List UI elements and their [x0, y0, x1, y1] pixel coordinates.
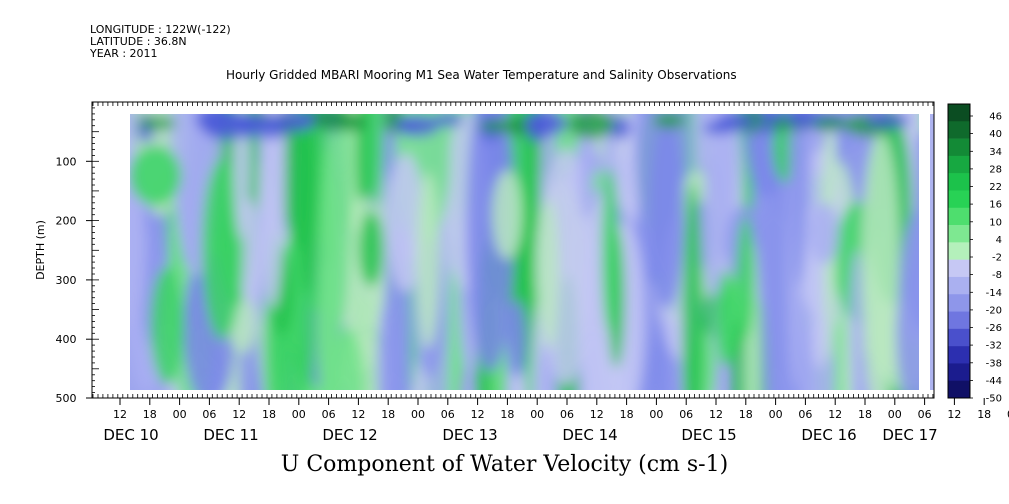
hour-tick-label: 12: [709, 408, 723, 421]
colorbar-swatch: [948, 346, 970, 364]
y-tick-label: 100: [56, 155, 77, 168]
colorbar-label: -8: [992, 270, 1002, 281]
y-axis-title: DEPTH (m): [34, 220, 47, 280]
colorbar-label: -26: [986, 323, 1002, 334]
heatmap-blobs: [130, 114, 932, 390]
hour-tick-label: 18: [620, 408, 634, 421]
colorbar-label: -2: [992, 253, 1002, 264]
hour-tick-label: 00: [173, 408, 187, 421]
colorbar-label: -50: [986, 394, 1002, 405]
missing-data-column: [919, 114, 932, 390]
x-axis-top-ticks: [92, 102, 934, 106]
date-label: DEC 14: [562, 426, 617, 444]
y-tick-label: 300: [56, 274, 77, 287]
colorbar-swatch: [948, 155, 970, 174]
colorbar: 46 40 34 28 22 16 10 4 -2 -8 -14 -20 -26 -32 -38 -44 -50: [947, 103, 1002, 405]
hour-tick-label: 12: [828, 408, 842, 421]
colorbar-label: -32: [986, 341, 1002, 352]
colorbar-swatch: [948, 363, 970, 381]
hour-tick-label: 18: [262, 408, 276, 421]
hour-tick-label: 00: [530, 408, 544, 421]
hour-tick-label: 18: [739, 408, 753, 421]
date-label: DEC 15: [681, 426, 736, 444]
hour-tick-label: 00: [888, 408, 902, 421]
hour-tick-label: 18: [858, 408, 872, 421]
date-label: DEC 17: [882, 426, 937, 444]
hour-tick-label: 18: [977, 408, 991, 421]
hour-tick-label: 06: [322, 408, 336, 421]
colorbar-label: -20: [986, 305, 1002, 316]
y-tick-label: 500: [56, 392, 77, 405]
hour-tick-label: 06: [679, 408, 693, 421]
heatmap-field: [130, 114, 934, 390]
hour-tick-label: 12: [351, 408, 365, 421]
colorbar-label: -38: [986, 358, 1002, 369]
colorbar-swatch: [948, 104, 970, 122]
hour-tick-label: 12: [232, 408, 246, 421]
colorbar-label: -14: [986, 288, 1002, 299]
date-label: DEC 12: [322, 426, 377, 444]
colorbar-label: 22: [989, 182, 1002, 193]
hour-tick-label: 18: [143, 408, 157, 421]
date-label: DEC 13: [442, 426, 497, 444]
colorbar-swatch: [948, 259, 970, 278]
colorbar-swatch: [948, 190, 970, 209]
colorbar-frame: [947, 103, 971, 399]
colorbar-swatch: [948, 138, 970, 157]
colorbar-swatch: [948, 207, 970, 226]
colorbar-swatch: [948, 173, 970, 191]
colorbar-swatch: [948, 225, 970, 243]
colorbar-swatch: [948, 242, 970, 260]
colorbar-label: 46: [989, 112, 1002, 123]
hour-tick-label: 00: [649, 408, 663, 421]
hour-tick-label: 12: [113, 408, 127, 421]
x-axis-title: U Component of Water Velocity (cm s-1): [280, 452, 729, 477]
x-axis-labels: 12 18 00 06 12 18 00 06 12 18 00 06 12 18 00 06 12 18 00 06…: [103, 398, 1009, 444]
date-label: DEC 16: [801, 426, 856, 444]
y-axis: 100 200 300 400 500: [56, 101, 99, 405]
colorbar-label: 10: [989, 217, 1002, 228]
hour-tick-label: 00: [292, 408, 306, 421]
hour-tick-label: 12: [590, 408, 604, 421]
hour-tick-label: 06: [202, 408, 216, 421]
hour-tick-label: 06: [918, 408, 932, 421]
y-tick-label: 400: [56, 333, 77, 346]
colorbar-label: -44: [986, 376, 1002, 387]
latitude-label: LATITUDE : 36.8N: [90, 35, 187, 48]
year-label: YEAR : 2011: [90, 47, 158, 60]
hour-tick-label: 06: [798, 408, 812, 421]
colorbar-label: 4: [996, 235, 1002, 246]
hour-tick-label: 12: [947, 408, 961, 421]
hour-tick-label: 00: [411, 408, 425, 421]
hour-tick-label: 00: [1007, 408, 1009, 421]
colorbar-swatch: [948, 294, 970, 312]
date-label: DEC 10: [103, 426, 158, 444]
y-tick-label: 200: [56, 215, 77, 228]
colorbar-swatch: [948, 121, 970, 139]
longitude-label: LONGITUDE : 122W(-122): [90, 23, 231, 36]
colorbar-swatch: [948, 328, 970, 347]
colorbar-label: 16: [989, 200, 1002, 211]
hour-tick-label: 12: [471, 408, 485, 421]
colorbar-swatch: [948, 380, 970, 399]
colorbar-label: 28: [989, 164, 1002, 175]
colorbar-swatch: [948, 311, 970, 330]
date-label: DEC 11: [203, 426, 258, 444]
colorbar-swatch: [948, 276, 970, 295]
x-axis-bottom-ticks: [92, 394, 934, 398]
hour-tick-label: 06: [441, 408, 455, 421]
colorbar-label: 40: [989, 129, 1002, 140]
heatmap-edge-strip: [930, 114, 934, 390]
hour-tick-label: 00: [769, 408, 783, 421]
colorbar-label: 34: [989, 147, 1002, 158]
hour-tick-label: 18: [381, 408, 395, 421]
chart-title: Hourly Gridded MBARI Mooring M1 Sea Wate…: [226, 68, 737, 82]
hour-tick-label: 06: [560, 408, 574, 421]
hour-tick-label: 18: [500, 408, 514, 421]
